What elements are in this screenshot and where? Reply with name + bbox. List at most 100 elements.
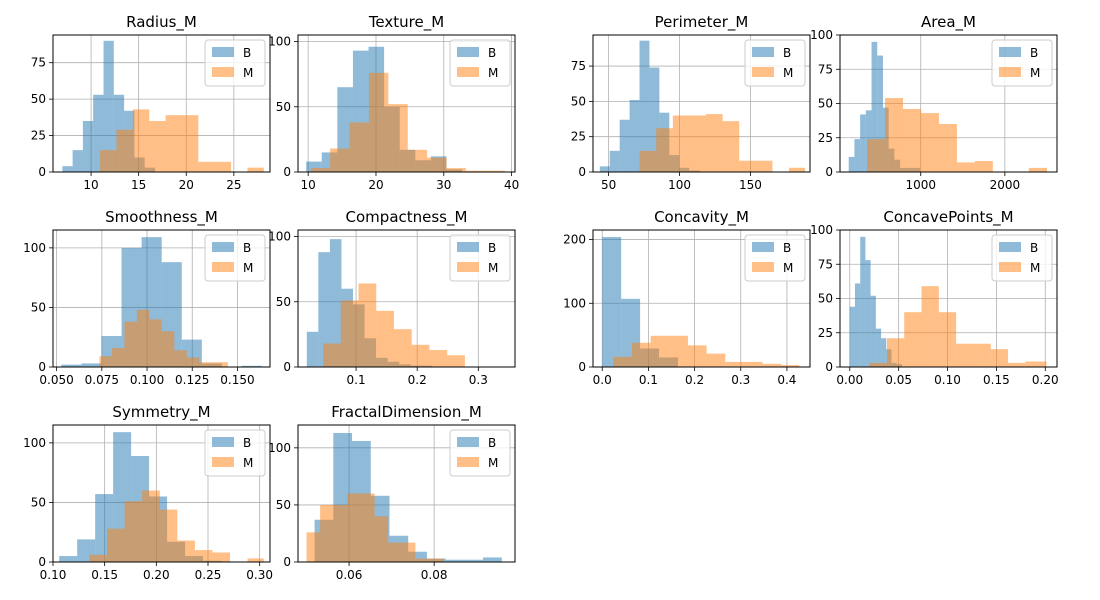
x-tick-label: 0.1 — [347, 373, 366, 387]
series-M — [613, 335, 800, 367]
legend-swatch-B — [212, 242, 234, 252]
histogram-bar-M — [465, 170, 486, 172]
histogram-bar-M — [639, 150, 657, 172]
histogram-bar-M — [669, 335, 688, 367]
legend-label: B — [1030, 46, 1038, 60]
histogram-bar-M — [1028, 167, 1047, 172]
legend-box — [204, 234, 266, 282]
histogram-bar-B — [82, 120, 94, 172]
subplot-4: 0.050 0.075 0.100 0.125 0.150 0 50 100 Smoothnes… — [23, 208, 271, 387]
histogram-bar-M — [174, 350, 187, 367]
histogram-bar-B — [870, 295, 876, 367]
histogram-bar-M — [411, 344, 430, 367]
subplot-title: Perimeter_M — [655, 13, 749, 32]
y-tick-label: 0 — [283, 165, 291, 179]
histogram-bar-M — [161, 331, 175, 367]
legend-label: M — [243, 456, 253, 470]
histogram-bar-B — [877, 55, 883, 172]
axes-frame — [297, 34, 516, 173]
histogram-bar-M — [902, 108, 921, 172]
x-tick-label: 0.2 — [685, 373, 704, 387]
histogram-bar-M — [485, 170, 505, 172]
legend-label: B — [1030, 241, 1038, 255]
legend: BM — [744, 234, 806, 282]
legend-swatch-M — [212, 457, 234, 467]
histogram-bar-M — [358, 283, 377, 367]
histogram-bar-B — [854, 283, 861, 367]
histogram-bar-M — [165, 115, 182, 172]
legend-swatch-M — [999, 67, 1021, 77]
x-tick-label: 0.15 — [91, 568, 118, 582]
y-tick-label: 0 — [578, 165, 586, 179]
histogram-bar-M — [407, 149, 428, 172]
legend-swatch-M — [457, 457, 479, 467]
histogram-bar-M — [393, 329, 412, 367]
legend-swatch-B — [212, 437, 234, 447]
subplot-1: 10 20 30 40 0 50 100 Texture_M BM — [268, 13, 519, 192]
x-tick-label: 15 — [131, 178, 146, 192]
axes-frame — [52, 34, 271, 173]
legend-label: B — [488, 436, 496, 450]
histogram-bar-M — [656, 128, 673, 172]
x-tick-label: 0.10 — [934, 373, 961, 387]
legend-box — [744, 39, 806, 87]
histogram-bar-B — [860, 114, 866, 172]
histogram-bar-M — [212, 552, 231, 562]
histogram-bar-B — [619, 119, 630, 172]
histogram-bar-M — [194, 550, 213, 562]
histogram-bar-M — [427, 157, 447, 172]
legend-box — [204, 39, 266, 87]
y-tick-label: 50 — [276, 100, 291, 114]
histogram-bar-M — [116, 129, 133, 172]
legend-box — [991, 39, 1053, 87]
histogram-bar-M — [111, 347, 125, 367]
histogram-bar-M — [938, 312, 957, 367]
histogram-bar-M — [650, 335, 670, 367]
y-tick-label: 0 — [38, 360, 46, 374]
y-tick-label: 25 — [818, 326, 833, 340]
x-tick-label: 0.4 — [777, 373, 796, 387]
histogram-bar-M — [211, 362, 228, 367]
legend-swatch-M — [212, 67, 234, 77]
histogram-bar-B — [329, 239, 342, 367]
histogram-bar-B — [464, 559, 484, 562]
histogram-bar-M — [781, 365, 800, 367]
histogram-bar-M — [124, 501, 143, 562]
series-M — [639, 114, 806, 172]
legend-swatch-B — [457, 47, 479, 57]
histogram-bar-B — [860, 236, 866, 367]
y-tick-label: 100 — [268, 441, 291, 455]
legend-label: B — [783, 241, 791, 255]
legend-swatch-B — [752, 242, 774, 252]
legend-label: M — [488, 66, 498, 80]
histogram-bar-B — [59, 556, 78, 562]
y-tick-label: 50 — [818, 292, 833, 306]
histogram-bar-M — [323, 343, 341, 367]
legend-label: B — [243, 241, 251, 255]
y-tick-label: 0 — [825, 165, 833, 179]
histogram-bar-B — [93, 94, 104, 172]
histogram-bar-B — [871, 41, 878, 172]
subplot-6: 0.0 0.1 0.2 0.3 0.4 0 100 200 Concavity_M BM — [563, 208, 811, 387]
histogram-bar-M — [672, 115, 690, 172]
histogram-bar-M — [214, 161, 232, 172]
x-tick-label: 50 — [601, 178, 616, 192]
legend-label: B — [783, 46, 791, 60]
x-tick-label: 0.15 — [983, 373, 1010, 387]
histogram-bar-B — [306, 331, 319, 367]
axes-frame — [592, 229, 811, 368]
histogram-bar-M — [429, 350, 448, 367]
legend-label: B — [243, 436, 251, 450]
legend-box — [744, 234, 806, 282]
x-tick-label: 30 — [436, 178, 451, 192]
x-tick-label: 10 — [301, 178, 316, 192]
histogram-bar-M — [706, 114, 723, 172]
legend-swatch-M — [999, 262, 1021, 272]
histogram-bar-M — [349, 122, 369, 172]
x-tick-label: 0.3 — [469, 373, 488, 387]
x-tick-label: 0.1 — [639, 373, 658, 387]
histogram-bar-B — [848, 156, 855, 172]
x-tick-label: 1000 — [905, 178, 936, 192]
series-M — [310, 72, 505, 172]
histogram-bar-M — [885, 98, 903, 172]
